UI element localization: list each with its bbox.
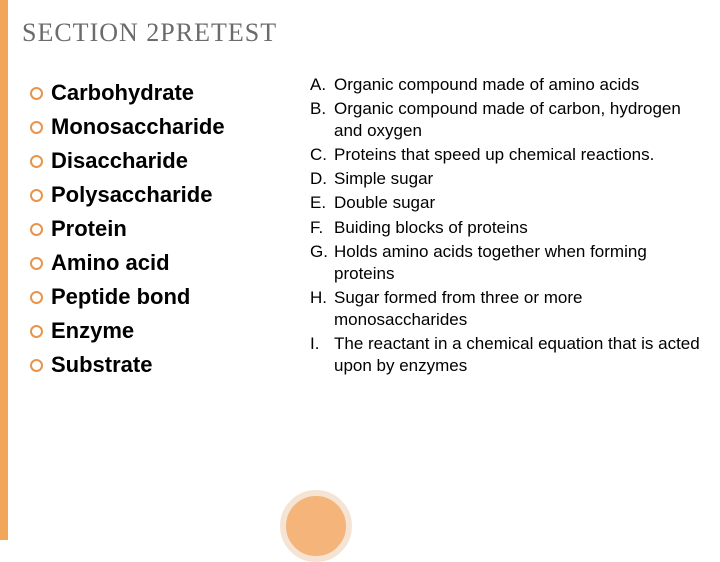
definitions-column: A.Organic compound made of amino acids B… xyxy=(310,74,708,379)
bullet-icon xyxy=(30,325,43,338)
term-row: Monosaccharide xyxy=(30,114,300,140)
definition-text: Organic compound made of amino acids xyxy=(334,74,708,96)
definition-letter: A. xyxy=(310,74,334,96)
definition-letter: D. xyxy=(310,168,334,190)
definition-text: Buiding blocks of proteins xyxy=(334,217,708,239)
term-label: Carbohydrate xyxy=(51,80,194,106)
term-row: Protein xyxy=(30,216,300,242)
bullet-icon xyxy=(30,121,43,134)
definition-letter: F. xyxy=(310,217,334,239)
bullet-icon xyxy=(30,223,43,236)
bullet-icon xyxy=(30,359,43,372)
definition-text: Sugar formed from three or more monosacc… xyxy=(334,287,708,331)
term-row: Peptide bond xyxy=(30,284,300,310)
term-row: Substrate xyxy=(30,352,300,378)
definition-row: F.Buiding blocks of proteins xyxy=(310,217,708,239)
term-row: Disaccharide xyxy=(30,148,300,174)
term-row: Enzyme xyxy=(30,318,300,344)
term-row: Carbohydrate xyxy=(30,80,300,106)
term-label: Polysaccharide xyxy=(51,182,212,208)
definition-letter: I. xyxy=(310,333,334,377)
definition-letter: B. xyxy=(310,98,334,142)
definition-row: B.Organic compound made of carbon, hydro… xyxy=(310,98,708,142)
definition-row: G.Holds amino acids together when formin… xyxy=(310,241,708,285)
definition-text: Double sugar xyxy=(334,192,708,214)
title-pretest-word: PRETEST xyxy=(160,18,277,47)
left-accent-border xyxy=(0,0,8,540)
term-row: Polysaccharide xyxy=(30,182,300,208)
title-section-word: SECTION xyxy=(22,18,139,47)
bullet-icon xyxy=(30,87,43,100)
title-number: 2 xyxy=(146,18,160,47)
definition-letter: H. xyxy=(310,287,334,331)
definition-letter: E. xyxy=(310,192,334,214)
term-label: Amino acid xyxy=(51,250,170,276)
definition-row: A.Organic compound made of amino acids xyxy=(310,74,708,96)
definition-text: The reactant in a chemical equation that… xyxy=(334,333,708,377)
definition-row: C.Proteins that speed up chemical reacti… xyxy=(310,144,708,166)
definition-letter: G. xyxy=(310,241,334,285)
definition-text: Simple sugar xyxy=(334,168,708,190)
decorative-circle-icon xyxy=(280,490,352,562)
definition-text: Organic compound made of carbon, hydroge… xyxy=(334,98,708,142)
definition-row: I.The reactant in a chemical equation th… xyxy=(310,333,708,377)
definition-text: Proteins that speed up chemical reaction… xyxy=(334,144,708,166)
bullet-icon xyxy=(30,257,43,270)
term-label: Protein xyxy=(51,216,127,242)
term-label: Disaccharide xyxy=(51,148,188,174)
definition-row: D.Simple sugar xyxy=(310,168,708,190)
term-row: Amino acid xyxy=(30,250,300,276)
definition-letter: C. xyxy=(310,144,334,166)
term-label: Peptide bond xyxy=(51,284,190,310)
definition-row: H.Sugar formed from three or more monosa… xyxy=(310,287,708,331)
bullet-icon xyxy=(30,189,43,202)
bullet-icon xyxy=(30,155,43,168)
bullet-icon xyxy=(30,291,43,304)
terms-column: Carbohydrate Monosaccharide Disaccharide… xyxy=(30,80,300,386)
definition-text: Holds amino acids together when forming … xyxy=(334,241,708,285)
term-label: Monosaccharide xyxy=(51,114,225,140)
term-label: Enzyme xyxy=(51,318,134,344)
slide-title: SECTION 2PRETEST xyxy=(22,18,277,48)
term-label: Substrate xyxy=(51,352,152,378)
definition-row: E.Double sugar xyxy=(310,192,708,214)
